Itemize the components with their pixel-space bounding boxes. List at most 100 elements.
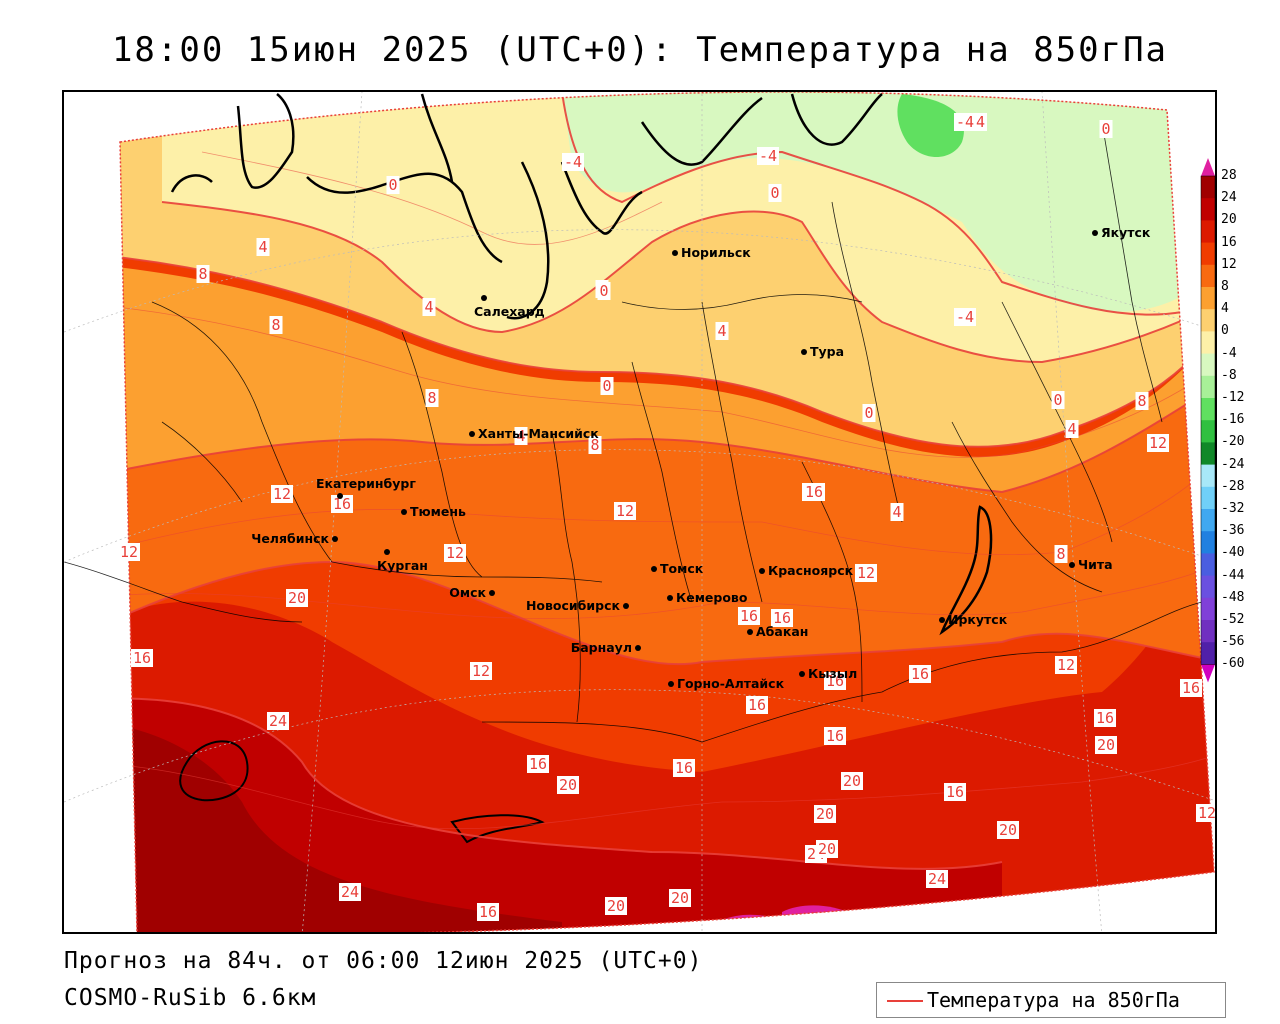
city-label: Абакан [756, 624, 808, 639]
legend-label: Температура на 850гПа [927, 988, 1180, 1012]
isotherm-label: 4 [514, 427, 528, 445]
isotherm-label-box [597, 282, 611, 300]
isotherm-value: 12 [1057, 656, 1075, 674]
zone-24b [120, 721, 562, 932]
isotherm-label-box [1065, 420, 1079, 438]
isotherm-value: -4 [564, 153, 582, 171]
isotherm-label: 16 [824, 672, 846, 690]
isotherm-value: 8 [427, 389, 436, 407]
legend: Температура на 850гПа [876, 982, 1226, 1018]
isotherm-label-box [557, 776, 579, 794]
colorbar-swatch [1201, 309, 1215, 332]
isotherm-value: 8 [198, 265, 207, 283]
city-marker: Абакан [747, 624, 808, 639]
city-label: Кызыл [808, 666, 857, 681]
isotherm-label-box [1094, 709, 1116, 727]
city-marker: Томск [651, 561, 704, 576]
isotherm-label: 20 [557, 776, 579, 794]
city-dot [481, 295, 487, 301]
isotherm-label-box [803, 483, 825, 501]
isotherm-label: 12 [1055, 656, 1077, 674]
isotherm-value: 20 [999, 821, 1017, 839]
city-label: Томск [660, 561, 704, 576]
isotherm-label: 20 [605, 897, 627, 915]
city-marker: Ханты-Мансийск [469, 426, 599, 441]
color-scale [1199, 156, 1219, 690]
isotherm-label: 16 [746, 696, 768, 714]
city-label: Барнаул [571, 640, 632, 655]
isotherm-label: 20 [1095, 736, 1117, 754]
isotherm-label: 8 [1135, 392, 1149, 410]
city-marker: Кызыл [799, 666, 857, 681]
colorbar-tick-label: 0 [1221, 323, 1229, 339]
isotherm-label-box [816, 840, 838, 858]
isotherm-value: 20 [818, 840, 836, 858]
isotherm-label-box [588, 436, 602, 454]
isotherm-label-box [715, 322, 729, 340]
isotherm-label-box [824, 727, 846, 745]
isotherm-label: 16 [1180, 679, 1202, 697]
colorbar-swatch [1201, 198, 1215, 221]
city-label: Тюмень [410, 504, 466, 519]
colorbar-swatch [1201, 287, 1215, 310]
isotherm-label: 0 [1051, 391, 1065, 409]
isotherm-label: 4 [422, 298, 436, 316]
isotherm-label: 20 [841, 772, 863, 790]
zone-minus8 [897, 94, 964, 157]
isotherm-value: 16 [946, 783, 964, 801]
colorbar-swatch [1201, 509, 1215, 532]
isotherm-label: 0 [386, 176, 400, 194]
isotherm-label: 20 [816, 840, 838, 858]
colorbar-tick-label: -12 [1221, 390, 1245, 405]
zone-minus4 [562, 92, 1214, 312]
city-dot [759, 568, 765, 574]
isotherm-value: 0 [770, 184, 779, 202]
colorbar-tick-label: -16 [1221, 412, 1245, 428]
isotherm-value: 16 [1096, 709, 1114, 727]
colorbar-tick-label: -40 [1221, 545, 1245, 561]
isotherm-value: 16 [911, 665, 929, 683]
isotherm-label: 0 [1099, 120, 1113, 138]
isotherm-label: 0 [600, 377, 614, 395]
isotherm-label: 16 [909, 665, 931, 683]
isotherm-value: 12 [273, 485, 291, 503]
colorbar-tick-label: 28 [1221, 168, 1237, 183]
isotherm-label-box [746, 696, 768, 714]
colorbar-tick-label: -20 [1221, 434, 1245, 450]
coastlines [170, 93, 883, 320]
city-marker: Чита [1069, 557, 1113, 572]
temperature-map: 0-4-400-44488404-40848812412161212801220… [62, 90, 1217, 934]
forecast-info: Прогноз на 84ч. от 06:00 12июн 2025 (UTC… [64, 948, 703, 974]
colorbar-tick-label: -60 [1221, 656, 1245, 672]
isotherm-value: 0 [864, 404, 873, 422]
isotherm-value: 0 [599, 282, 608, 300]
colorbar-tick-label: 8 [1221, 279, 1229, 294]
isotherm-label: 24 [926, 870, 948, 888]
isotherm-label: 24 [339, 883, 361, 901]
isotherm-label-box [118, 543, 140, 561]
city-marker: Красноярск [759, 563, 854, 578]
colorbar-swatch [1201, 264, 1215, 288]
colorbar-swatch [1201, 531, 1215, 554]
colorbar-swatch [1201, 486, 1215, 510]
isotherm-label: 0 [597, 282, 611, 300]
city-marker: Екатеринбург [316, 476, 416, 499]
isotherm-label-box [824, 672, 846, 690]
isotherm-value: 24 [341, 883, 359, 901]
map-title: 18:00 15июн 2025 (UTC+0): Температура на… [111, 30, 1169, 70]
isotherm-value: 0 [388, 176, 397, 194]
isotherm-label-box [673, 759, 695, 777]
isotherm-label-box [909, 665, 931, 683]
city-dot [747, 629, 753, 635]
colorbar-top-arrow [1201, 158, 1215, 176]
city-label: Челябинск [251, 531, 329, 546]
colorbar-swatch [1201, 575, 1215, 599]
isotherm-label: 8 [425, 389, 439, 407]
city-dot [623, 603, 629, 609]
colorbar-tick-label: -8 [1221, 367, 1237, 383]
colorbar-swatch [1201, 442, 1215, 466]
isotherm-label: 4 [890, 503, 904, 521]
isotherm-label: 12 [855, 564, 877, 582]
colorbar-frame [1200, 175, 1216, 665]
city-label: Чита [1078, 557, 1113, 572]
